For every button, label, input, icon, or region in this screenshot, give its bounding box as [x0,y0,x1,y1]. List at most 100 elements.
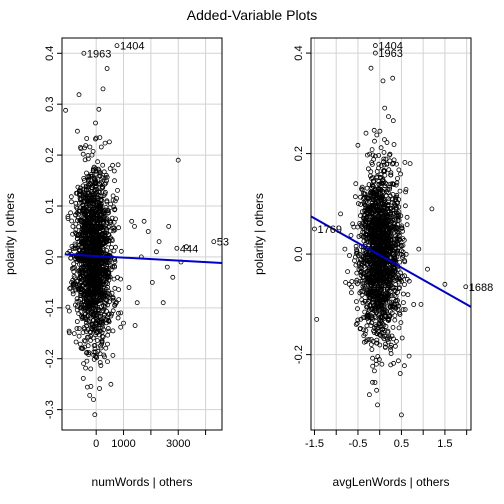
data-point [145,229,151,234]
data-point [370,178,376,184]
data-point [86,212,91,218]
data-point [381,271,387,277]
data-point [396,167,402,173]
y-tick-label: -0.2 [293,345,305,364]
data-point [94,315,100,321]
data-point [112,303,118,309]
data-point [98,280,104,285]
data-point [367,151,373,157]
data-point [149,279,155,285]
data-point [370,288,376,294]
data-point [393,338,399,344]
data-point [77,341,83,347]
data-point [406,278,412,284]
data-point [372,322,378,328]
data-point [401,363,407,369]
data-point [94,297,99,303]
data-point [403,251,409,257]
data-point [355,317,361,323]
data-point [365,312,371,318]
data-point [76,224,82,230]
data-point [369,278,375,284]
data-point [380,78,386,84]
data-point [366,337,372,342]
data-point [369,347,375,352]
data-point [372,138,377,144]
data-point [76,247,82,253]
data-point [391,226,397,232]
data-point [352,258,357,264]
data-point [429,206,435,212]
data-point [381,162,387,168]
data-point [104,263,110,269]
data-point [360,190,366,196]
data-point [379,233,385,239]
data-point [381,149,387,155]
data-point [384,161,390,167]
data-point [99,240,105,246]
data-point [80,314,86,320]
data-point [76,311,82,317]
data-point [100,308,106,314]
data-point [376,357,382,362]
labeled-point [312,226,317,232]
data-point [70,291,76,297]
labeled-point [81,50,87,56]
data-point [395,289,400,295]
data-point [96,166,101,172]
y-tick-label: 0.3 [44,97,56,112]
data-point [363,285,369,291]
data-point [89,273,95,279]
data-point [126,285,132,290]
data-point [387,151,393,157]
data-point [99,339,105,344]
data-point [393,194,399,200]
data-point [383,156,389,162]
data-point [84,358,90,364]
x-tick-label: 1.5 [437,438,452,450]
data-point [403,189,409,195]
data-point [100,162,106,168]
data-point [367,270,373,276]
data-point [103,317,109,322]
data-point [407,161,413,167]
data-point [384,189,389,195]
data-point [377,331,382,337]
data-point [105,326,111,331]
data-point [102,191,108,197]
data-point [384,219,389,225]
data-point [370,218,376,224]
data-point [369,203,375,209]
data-point [384,140,390,145]
x-tick-label: 0.5 [394,438,409,450]
point-label: 1769 [317,224,341,236]
data-point [361,285,367,291]
data-point [65,214,71,220]
data-point [371,127,377,133]
data-point [79,240,85,246]
data-point [90,247,95,252]
data-point [71,261,77,267]
data-point [343,279,349,285]
scatter-points [311,43,471,418]
data-point [374,208,380,214]
data-point [397,371,403,376]
data-point [384,294,390,299]
data-point [91,312,97,318]
panel-numwords: 1963 1404 444 53 0 1000 3000 -0.3 -0.2 -0.1 0.0 0.1… [3,37,229,489]
data-point [370,363,376,369]
data-point [380,327,386,333]
data-point [388,347,394,353]
data-point [68,255,74,261]
data-point [118,324,124,330]
data-point [359,260,365,266]
data-point [111,168,117,174]
data-point [94,221,100,227]
data-point [398,171,404,177]
data-point [377,311,383,317]
data-point [346,281,352,287]
data-point [104,216,110,222]
data-point [353,262,359,268]
data-point [383,280,389,286]
y-tick-label: 0.4 [44,46,56,61]
